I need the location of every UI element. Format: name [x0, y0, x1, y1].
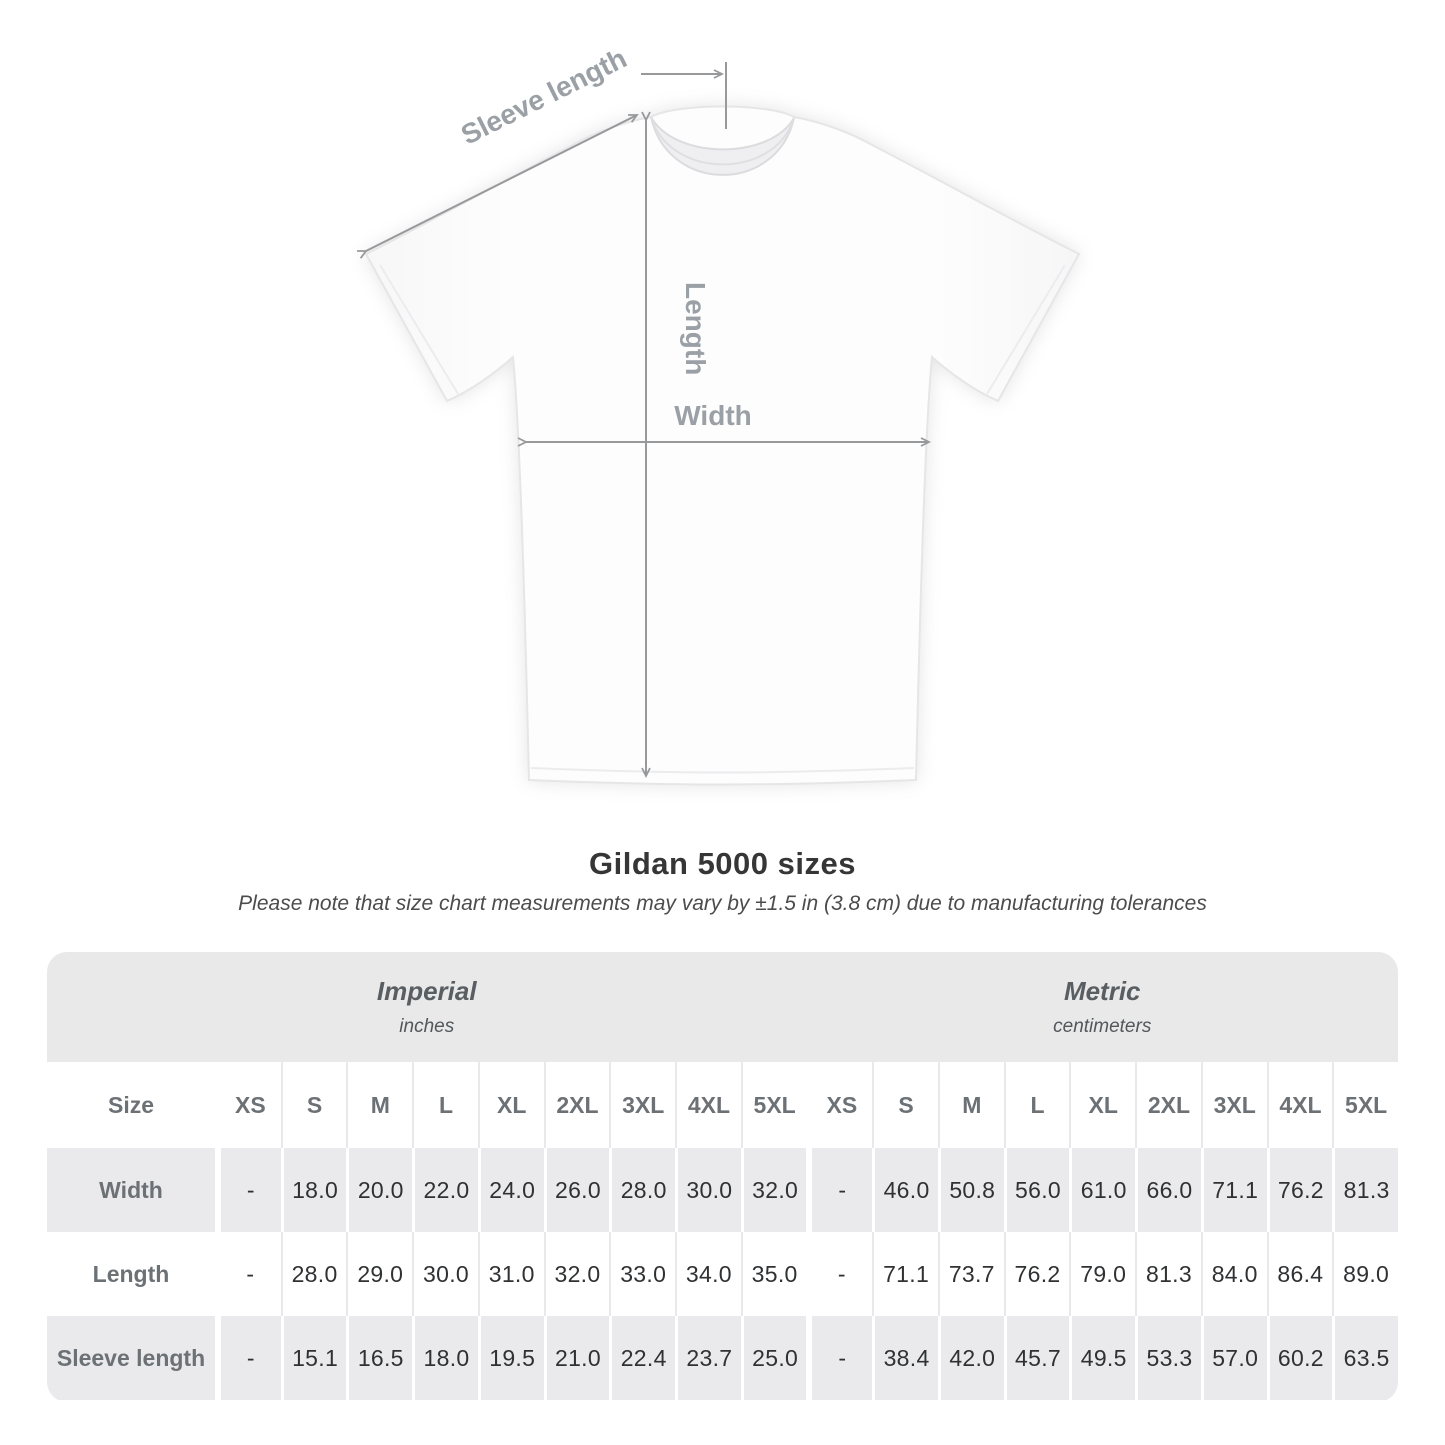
length-metric-2xl: 81.3 [1135, 1232, 1201, 1316]
width-metric-xs: - [806, 1148, 873, 1232]
metric-group-header: Metric centimeters [806, 952, 1398, 1062]
length-metric-s: 71.1 [872, 1232, 938, 1316]
col-imperial-m: M [346, 1062, 413, 1148]
column-header-size: Size [47, 1062, 215, 1148]
length-imperial-xs: - [215, 1232, 281, 1316]
sleeve-metric-xl: 49.5 [1069, 1316, 1136, 1400]
col-metric-2xl: 2XL [1135, 1062, 1201, 1148]
page-title: Gildan 5000 sizes [589, 846, 856, 881]
length-imperial-xl: 31.0 [477, 1232, 544, 1316]
sleeve-metric-5xl: 63.5 [1332, 1316, 1398, 1400]
row-label-width: Width [47, 1148, 215, 1232]
sleeve-imperial-2xl: 21.0 [543, 1316, 610, 1400]
col-imperial-xs: XS [215, 1062, 281, 1148]
length-metric-l: 76.2 [1003, 1232, 1070, 1316]
width-imperial-l: 22.0 [412, 1148, 478, 1232]
hem-seam [530, 767, 915, 774]
sleeve-metric-l: 45.7 [1003, 1316, 1070, 1400]
col-imperial-2xl: 2XL [543, 1062, 610, 1148]
sleeve-length-arrow [357, 114, 639, 259]
col-imperial-4xl: 4XL [675, 1062, 741, 1148]
width-metric-m: 50.8 [937, 1148, 1004, 1232]
length-metric-3xl: 84.0 [1200, 1232, 1267, 1316]
width-metric-xl: 61.0 [1069, 1148, 1136, 1232]
imperial-label: Imperial [376, 976, 477, 1006]
width-imperial-m: 20.0 [346, 1148, 413, 1232]
col-metric-4xl: 4XL [1266, 1062, 1333, 1148]
length-metric-4xl: 86.4 [1266, 1232, 1333, 1316]
col-metric-m: M [937, 1062, 1004, 1148]
width-metric-s: 46.0 [872, 1148, 938, 1232]
length-imperial-m: 29.0 [346, 1232, 413, 1316]
col-metric-xs: XS [806, 1062, 873, 1148]
imperial-group-header: Imperial inches [47, 952, 807, 1062]
width-imperial-xl: 24.0 [477, 1148, 544, 1232]
length-imperial-l: 30.0 [412, 1232, 478, 1316]
tshirt-measurement-diagram: Sleeve length Length Width [357, 42, 1081, 786]
col-imperial-5xl: 5XL [740, 1062, 807, 1148]
width-metric-3xl: 71.1 [1200, 1148, 1267, 1232]
width-label: Width [674, 400, 752, 431]
length-metric-5xl: 89.0 [1332, 1232, 1398, 1316]
size-table: Imperial inches Metric centimeters Size … [47, 952, 1398, 1402]
sleeve-imperial-l: 18.0 [412, 1316, 478, 1400]
width-imperial-s: 18.0 [280, 1148, 347, 1232]
sleeve-imperial-m: 16.5 [346, 1316, 413, 1400]
sleeve-imperial-xl: 19.5 [477, 1316, 544, 1400]
length-metric-xl: 79.0 [1069, 1232, 1136, 1316]
col-imperial-s: S [280, 1062, 347, 1148]
left-cuff-seam [379, 264, 459, 395]
imperial-units: inches [399, 1016, 455, 1037]
col-imperial-xl: XL [477, 1062, 544, 1148]
col-imperial-l: L [412, 1062, 478, 1148]
sleeve-metric-m: 42.0 [937, 1316, 1004, 1400]
width-imperial-5xl: 32.0 [740, 1148, 807, 1232]
col-metric-s: S [872, 1062, 938, 1148]
sleeve-metric-xs: - [806, 1316, 873, 1400]
col-metric-3xl: 3XL [1200, 1062, 1267, 1148]
sleeve-imperial-xs: - [215, 1316, 281, 1400]
col-metric-xl: XL [1069, 1062, 1136, 1148]
sleeve-metric-2xl: 53.3 [1135, 1316, 1201, 1400]
tshirt-illustration [364, 105, 1081, 786]
width-imperial-xs: - [215, 1148, 281, 1232]
sleeve-imperial-5xl: 25.0 [740, 1316, 807, 1400]
sleeve-metric-s: 38.4 [872, 1316, 938, 1400]
tolerance-note: Please note that size chart measurements… [238, 892, 1207, 915]
right-cuff-seam [986, 264, 1066, 395]
length-imperial-s: 28.0 [280, 1232, 347, 1316]
metric-label: Metric [1063, 976, 1141, 1006]
width-metric-4xl: 76.2 [1266, 1148, 1333, 1232]
width-metric-l: 56.0 [1003, 1148, 1070, 1232]
width-imperial-3xl: 28.0 [609, 1148, 676, 1232]
width-metric-5xl: 81.3 [1332, 1148, 1398, 1232]
sleeve-metric-3xl: 57.0 [1200, 1316, 1267, 1400]
width-imperial-2xl: 26.0 [543, 1148, 610, 1232]
length-metric-m: 73.7 [937, 1232, 1004, 1316]
sleeve-metric-4xl: 60.2 [1266, 1316, 1333, 1400]
width-metric-2xl: 66.0 [1135, 1148, 1201, 1232]
col-imperial-3xl: 3XL [609, 1062, 676, 1148]
row-label-length: Length [47, 1232, 215, 1316]
length-imperial-4xl: 34.0 [675, 1232, 741, 1316]
length-label: Length [680, 282, 711, 375]
col-metric-5xl: 5XL [1332, 1062, 1398, 1148]
sleeve-imperial-s: 15.1 [280, 1316, 347, 1400]
length-metric-xs: - [806, 1232, 873, 1316]
sleeve-imperial-4xl: 23.7 [675, 1316, 741, 1400]
row-label-sleeve-length: Sleeve length [47, 1316, 215, 1400]
width-imperial-4xl: 30.0 [675, 1148, 741, 1232]
metric-units: centimeters [1053, 1016, 1152, 1037]
sleeve-imperial-3xl: 22.4 [609, 1316, 676, 1400]
col-metric-l: L [1003, 1062, 1070, 1148]
length-imperial-3xl: 33.0 [609, 1232, 676, 1316]
length-imperial-2xl: 32.0 [543, 1232, 610, 1316]
length-imperial-5xl: 35.0 [740, 1232, 807, 1316]
